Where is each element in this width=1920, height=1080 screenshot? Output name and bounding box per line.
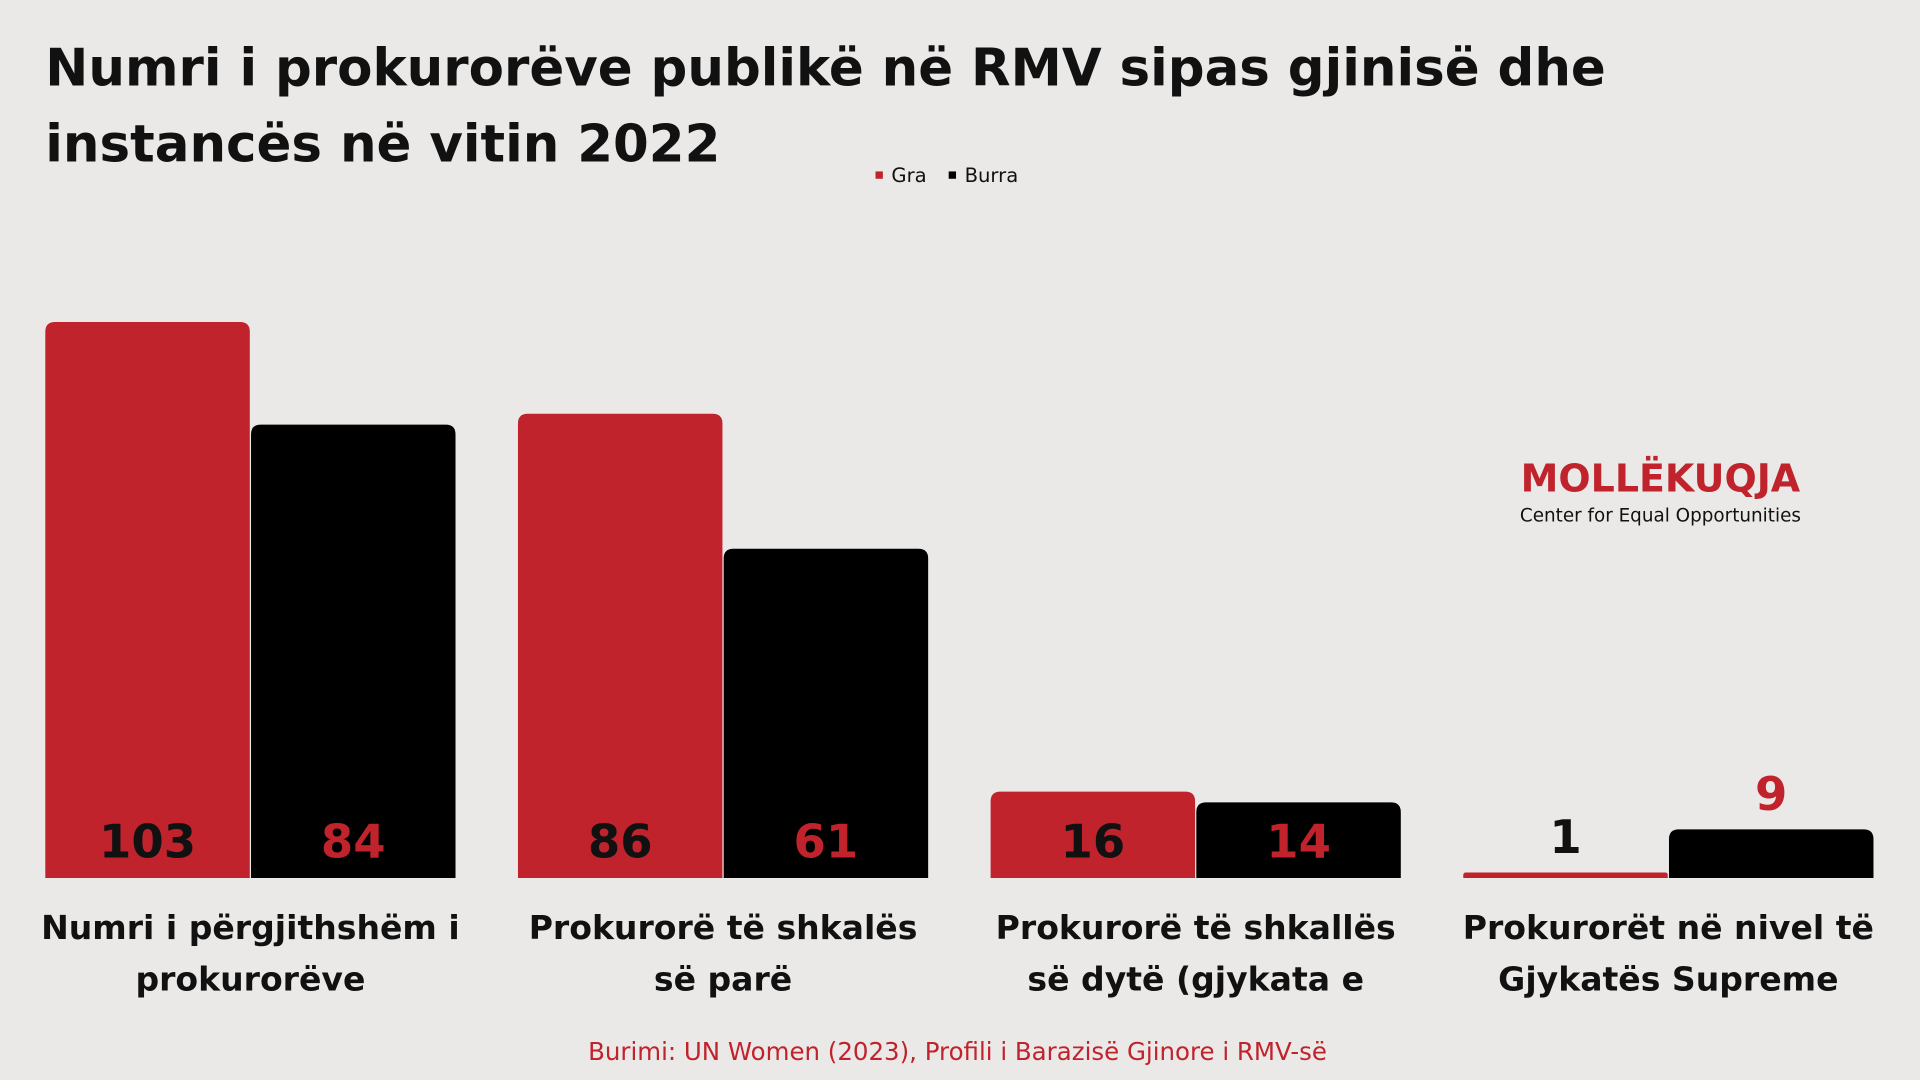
value-label: 84: [321, 814, 386, 868]
legend: Gra Burra: [875, 164, 1019, 187]
x-label-box: Prokurorë të shkalës së parë: [528, 909, 918, 1000]
bar: [1668, 829, 1874, 878]
x-label-box: Prokurorë të shkallës së dytë (gjykata e…: [995, 909, 1396, 1014]
plot: 103 84 Numri i përgjithshëm i prokurorëve 8…: [41, 322, 1874, 1014]
bar: [1196, 802, 1401, 878]
legend-swatch: [875, 171, 883, 179]
title-box: Numri i prokurorëve publikë në RMV sipas…: [45, 37, 1606, 174]
logo-tagline: Center for Equal Opportunities: [1520, 506, 1801, 527]
bar: [251, 424, 456, 878]
x-tick-label: Prokurorë të shkallës së dytë (gjykata e…: [995, 909, 1396, 1014]
legend-label: Gra: [891, 164, 926, 187]
value-label: 103: [99, 814, 196, 868]
logo-name: MOLLËKUQJA: [1521, 457, 1801, 501]
source: Burimi: UN Women (2023), Profili i Baraz…: [588, 1037, 1327, 1066]
bar: [1463, 872, 1668, 878]
value-label: 86: [588, 814, 653, 868]
legend-swatch: [948, 171, 957, 179]
x-tick-label: Numri i përgjithshëm i prokurorëve: [41, 909, 460, 1000]
value-label: 61: [794, 814, 859, 868]
x-tick-label: Prokurorët në nivel të Gjykatës Supreme: [1462, 909, 1874, 1000]
value-label: 1: [1549, 810, 1581, 864]
x-tick-label: Prokurorë të shkalës së parë: [528, 909, 918, 1000]
bar: [45, 322, 250, 878]
bar: [517, 413, 723, 878]
x-label-box: Numri i përgjithshëm i prokurorëve: [41, 909, 460, 1000]
bar: [723, 548, 929, 878]
value-label: 16: [1060, 814, 1125, 868]
value-label: 14: [1266, 814, 1331, 868]
legend-label: Burra: [965, 164, 1019, 187]
chart-title: Numri i prokurorëve publikë në RMV sipas…: [45, 37, 1606, 174]
value-label: 9: [1755, 767, 1787, 821]
bar: [990, 791, 1196, 878]
x-label-box: Prokurorët në nivel të Gjykatës Supreme: [1462, 909, 1874, 1000]
